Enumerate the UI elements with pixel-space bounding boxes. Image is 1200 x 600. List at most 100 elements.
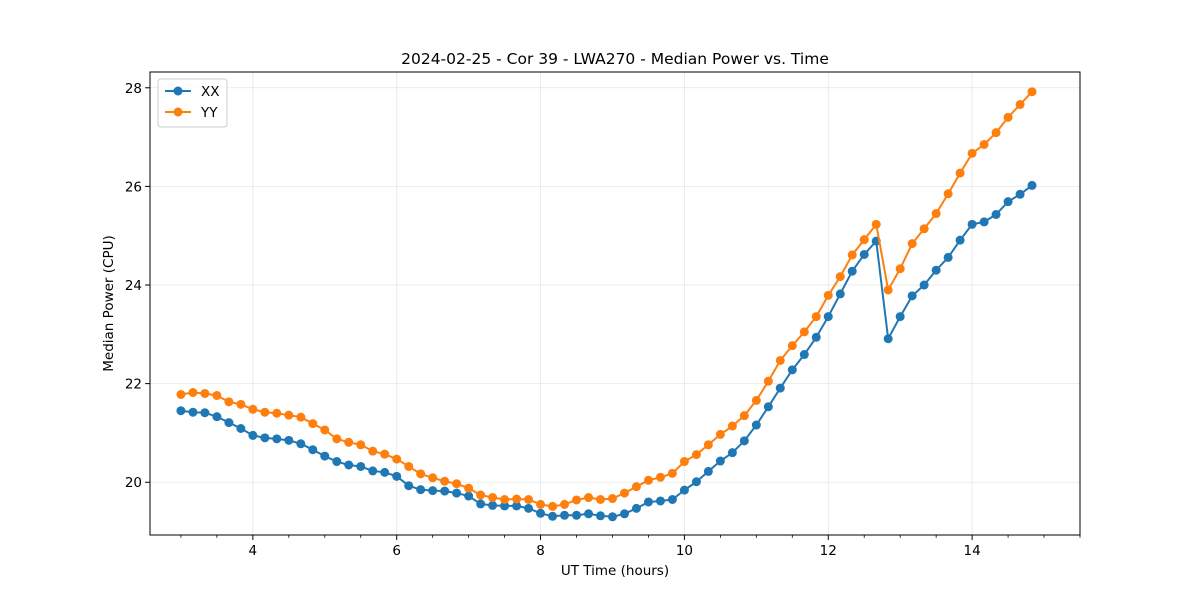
data-point-yy <box>859 235 869 245</box>
data-point-xx <box>188 407 198 417</box>
data-point-yy <box>955 168 965 178</box>
data-point-xx <box>416 485 426 495</box>
y-tick-label: 24 <box>125 278 142 294</box>
y-tick-label: 28 <box>125 81 142 97</box>
data-point-yy <box>332 434 342 444</box>
data-point-xx <box>200 408 210 418</box>
data-point-xx <box>763 402 773 412</box>
data-point-xx <box>392 471 402 481</box>
data-point-yy <box>883 285 893 295</box>
x-tick-label: 12 <box>820 543 837 559</box>
data-point-yy <box>607 494 617 504</box>
data-point-xx <box>799 350 809 360</box>
data-point-yy <box>799 327 809 337</box>
data-point-yy <box>787 341 797 351</box>
legend-marker-xx <box>173 86 183 96</box>
y-tick-label: 22 <box>125 377 142 393</box>
data-point-yy <box>428 473 438 483</box>
data-point-xx <box>739 436 749 446</box>
data-point-yy <box>500 494 510 504</box>
legend: XX YY <box>157 78 228 128</box>
data-point-xx <box>895 312 905 322</box>
data-point-xx <box>440 486 450 496</box>
data-point-yy <box>260 407 270 417</box>
legend-label-yy: YY <box>200 105 218 121</box>
chart-title: 2024-02-25 - Cor 39 - LWA270 - Median Po… <box>401 50 829 68</box>
data-point-xx <box>847 266 857 276</box>
data-point-yy <box>284 410 294 420</box>
data-point-yy <box>188 388 198 398</box>
data-point-yy <box>212 390 222 400</box>
data-series <box>176 87 1037 522</box>
data-point-xx <box>607 512 617 522</box>
data-point-yy <box>847 250 857 260</box>
data-point-xx <box>500 501 510 511</box>
data-point-xx <box>595 511 605 521</box>
y-axis-label: Median Power (CPU) <box>101 235 117 371</box>
data-point-xx <box>224 418 234 428</box>
data-point-xx <box>548 511 558 521</box>
data-point-xx <box>284 435 294 445</box>
data-point-xx <box>428 486 438 496</box>
data-point-xx <box>380 467 390 477</box>
data-point-yy <box>560 499 570 509</box>
legend-marker-yy <box>173 107 183 117</box>
data-point-yy <box>1003 112 1013 122</box>
data-point-xx <box>931 265 941 275</box>
data-point-yy <box>703 440 713 450</box>
data-point-xx <box>775 383 785 393</box>
data-point-xx <box>823 312 833 322</box>
data-point-yy <box>404 461 414 471</box>
legend-label-xx: XX <box>201 84 220 100</box>
data-point-yy <box>248 404 258 414</box>
data-point-yy <box>967 148 977 158</box>
data-point-xx <box>943 252 953 262</box>
data-point-yy <box>643 475 653 485</box>
data-point-xx <box>811 332 821 342</box>
data-point-yy <box>595 494 605 504</box>
data-point-yy <box>572 495 582 505</box>
data-point-xx <box>212 412 222 422</box>
data-point-yy <box>655 472 665 482</box>
data-point-xx <box>655 496 665 506</box>
x-tick-label: 4 <box>249 543 258 559</box>
data-point-xx <box>368 466 378 476</box>
data-point-xx <box>296 439 306 449</box>
series-xx <box>176 180 1037 522</box>
data-point-xx <box>488 500 498 510</box>
data-point-yy <box>440 476 450 486</box>
data-point-xx <box>248 430 258 440</box>
data-point-xx <box>452 488 462 498</box>
data-point-xx <box>272 434 282 444</box>
data-point-yy <box>979 139 989 149</box>
data-point-yy <box>452 479 462 489</box>
data-point-xx <box>907 291 917 301</box>
data-point-yy <box>943 189 953 199</box>
data-point-yy <box>691 450 701 460</box>
data-point-yy <box>835 272 845 282</box>
data-point-yy <box>464 483 474 493</box>
data-point-yy <box>811 312 821 322</box>
data-point-xx <box>967 219 977 229</box>
data-point-yy <box>392 454 402 464</box>
data-point-xx <box>320 451 330 461</box>
data-point-xx <box>1015 189 1025 199</box>
x-tick-label: 10 <box>676 543 693 559</box>
data-point-xx <box>464 491 474 501</box>
data-point-yy <box>1027 87 1037 97</box>
x-tick-label: 8 <box>536 543 545 559</box>
data-point-yy <box>667 468 677 478</box>
data-point-yy <box>1015 100 1025 110</box>
data-point-xx <box>1003 197 1013 207</box>
data-point-yy <box>991 128 1001 138</box>
data-point-yy <box>775 355 785 365</box>
data-point-yy <box>727 421 737 431</box>
data-point-xx <box>512 501 522 511</box>
data-point-xx <box>979 217 989 227</box>
data-point-xx <box>667 494 677 504</box>
data-point-yy <box>619 488 629 498</box>
data-point-xx <box>787 365 797 375</box>
x-tick-label: 14 <box>964 543 981 559</box>
data-point-yy <box>907 239 917 249</box>
